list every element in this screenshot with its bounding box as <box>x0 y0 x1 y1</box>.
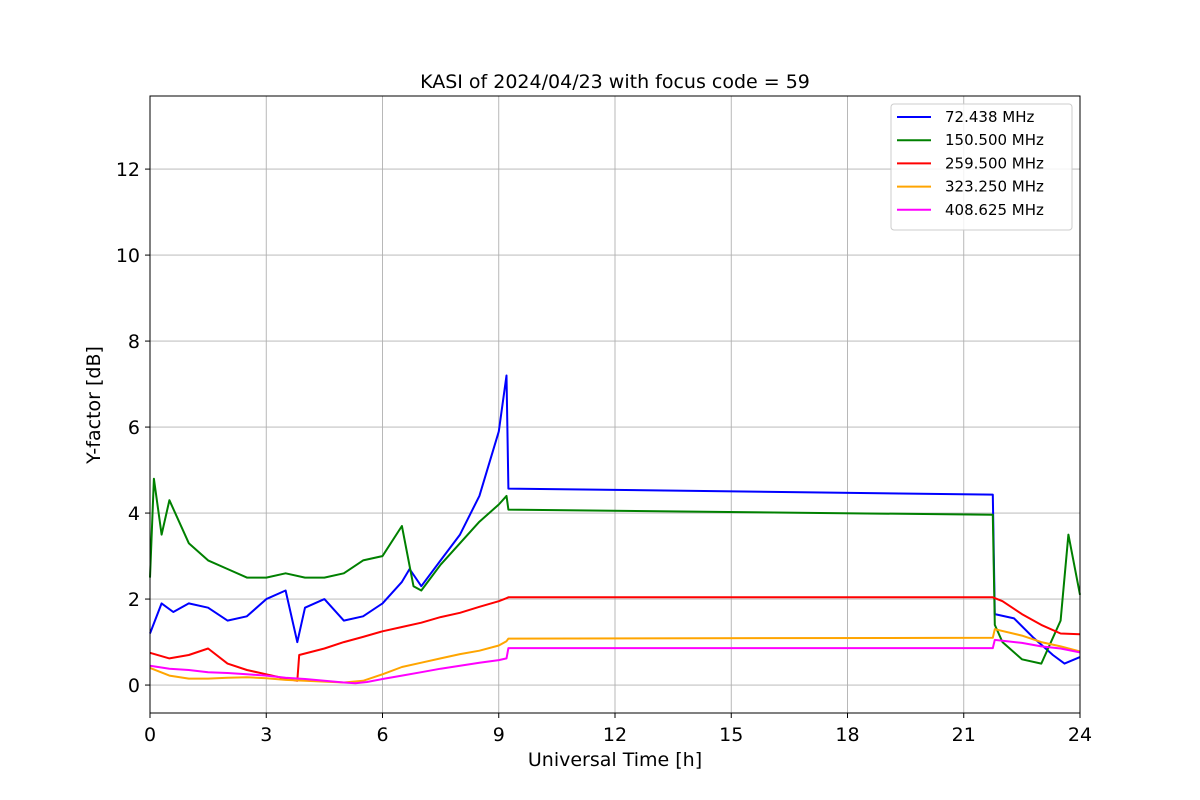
series-line-1 <box>149 477 1081 665</box>
x-tick-label-8: 24 <box>1068 724 1092 746</box>
x-axis-label: Universal Time [h] <box>528 749 702 771</box>
y-tick-label-3: 6 <box>128 417 140 439</box>
legend: 72.438 MHz 150.500 MHz 259.500 MHz 323.250 … <box>890 103 1073 231</box>
grid <box>149 96 1081 713</box>
x-tick-label-5: 15 <box>719 724 743 746</box>
y-tick-label-4: 8 <box>128 331 140 353</box>
series-line-2 <box>149 596 1081 682</box>
y-tick-label-0: 0 <box>128 675 140 697</box>
x-axis: 0 3 6 9 12 15 18 21 24 <box>144 713 1092 746</box>
y-tick-label-2: 4 <box>128 503 140 525</box>
x-tick-label-0: 0 <box>144 724 156 746</box>
y-tick-label-1: 2 <box>128 589 140 611</box>
y-tick-label-5: 10 <box>116 245 140 267</box>
x-tick-label-6: 18 <box>835 724 859 746</box>
y-axis-label: Y-factor [dB] <box>83 346 105 465</box>
chart-title: KASI of 2024/04/23 with focus code = 59 <box>420 71 810 93</box>
legend-label-4: 408.625 MHz <box>945 201 1044 219</box>
legend-label-2: 259.500 MHz <box>945 154 1044 172</box>
legend-label-1: 150.500 MHz <box>945 131 1044 149</box>
x-tick-label-3: 9 <box>493 724 505 746</box>
legend-label-0: 72.438 MHz <box>945 108 1034 126</box>
x-tick-label-7: 21 <box>952 724 976 746</box>
y-tick-label-6: 12 <box>116 159 140 181</box>
x-tick-label-4: 12 <box>603 724 627 746</box>
x-tick-label-2: 6 <box>376 724 388 746</box>
x-tick-label-1: 3 <box>260 724 272 746</box>
series-line-4 <box>149 638 1081 685</box>
series-layer <box>149 374 1081 685</box>
legend-label-3: 323.250 MHz <box>945 178 1044 196</box>
series-line-3 <box>149 628 1081 684</box>
legend-box <box>890 103 1073 231</box>
y-axis: 0 2 4 6 8 10 12 <box>116 159 150 697</box>
